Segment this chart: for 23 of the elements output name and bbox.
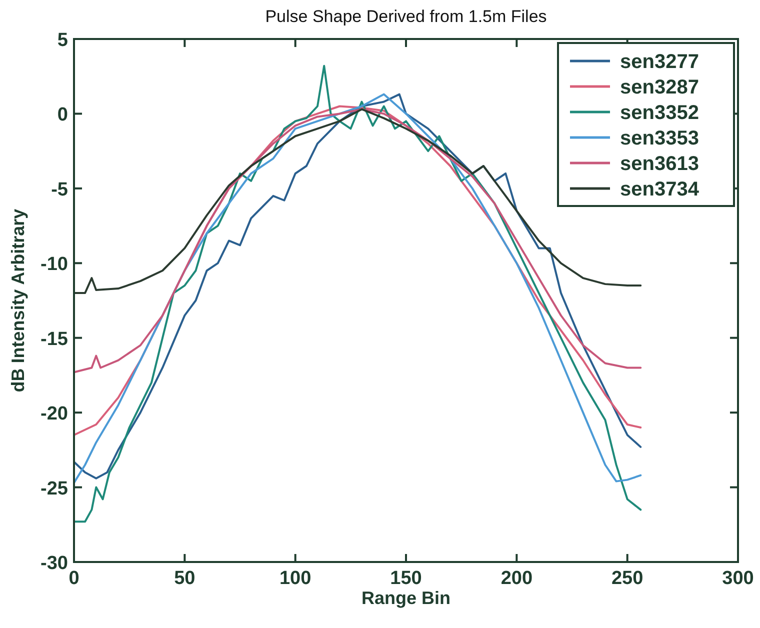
legend-label: sen3352 bbox=[620, 102, 699, 124]
y-tick-label: -25 bbox=[40, 478, 68, 500]
legend-label: sen3734 bbox=[620, 178, 700, 200]
legend-label: sen3353 bbox=[620, 128, 699, 150]
y-tick-label: -15 bbox=[40, 328, 68, 350]
y-axis-title: dB Intensity Arbitrary bbox=[8, 208, 28, 392]
y-tick-label: -5 bbox=[51, 179, 68, 200]
y-tick-label: 0 bbox=[57, 104, 68, 126]
x-tick-label: 300 bbox=[722, 568, 754, 589]
y-tick-label: 5 bbox=[57, 30, 68, 51]
legend-label: sen3613 bbox=[620, 153, 699, 175]
y-tick-label: -20 bbox=[40, 404, 68, 425]
x-axis-title: Range Bin bbox=[361, 588, 451, 608]
x-tick-label: 250 bbox=[611, 568, 644, 589]
chart-title: Pulse Shape Derived from 1.5m Files bbox=[265, 7, 547, 26]
x-tick-label: 100 bbox=[279, 568, 312, 589]
x-tick-label: 200 bbox=[500, 568, 533, 589]
y-tick-label: -30 bbox=[40, 553, 68, 574]
y-tick-label: -10 bbox=[40, 254, 68, 276]
legend-label: sen3287 bbox=[620, 76, 699, 98]
legend-label: sen3277 bbox=[620, 51, 699, 73]
x-tick-label: 50 bbox=[174, 568, 196, 589]
x-tick-label: 150 bbox=[390, 568, 422, 589]
